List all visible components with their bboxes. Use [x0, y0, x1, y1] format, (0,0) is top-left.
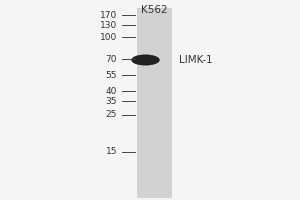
Text: K562: K562: [141, 5, 168, 15]
Text: 55: 55: [106, 71, 117, 79]
Bar: [136, 8, 172, 198]
Text: 70: 70: [106, 54, 117, 64]
Text: 100: 100: [100, 32, 117, 42]
Text: 40: 40: [106, 87, 117, 96]
Text: 25: 25: [106, 110, 117, 119]
Ellipse shape: [131, 54, 160, 66]
Text: 130: 130: [100, 21, 117, 29]
Text: 35: 35: [106, 97, 117, 106]
Text: LIMK-1: LIMK-1: [178, 55, 212, 65]
Text: 15: 15: [106, 148, 117, 156]
Text: 170: 170: [100, 10, 117, 20]
